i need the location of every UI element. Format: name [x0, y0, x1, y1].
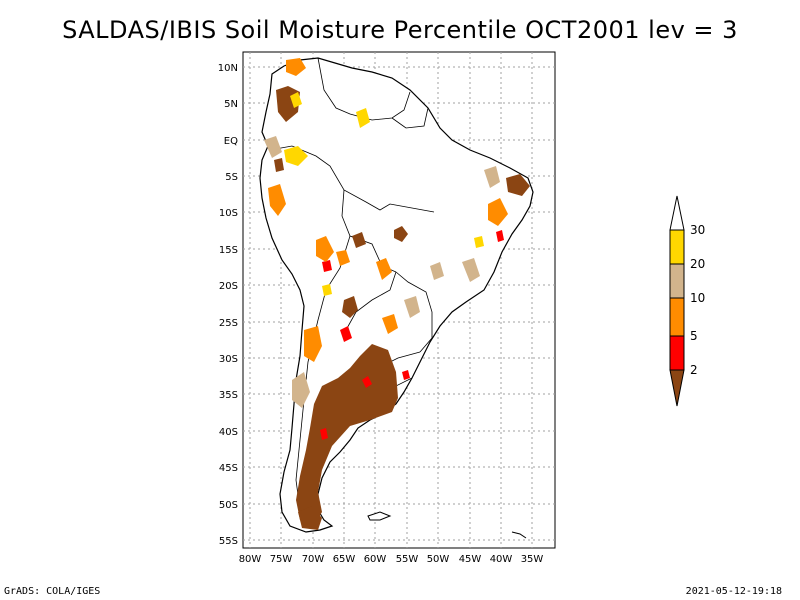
lat-label: 5S [225, 172, 238, 183]
lon-label: 45W [459, 554, 482, 565]
lon-label: 35W [521, 554, 544, 565]
lat-label: 20S [219, 281, 238, 292]
falkland-islands [367, 511, 392, 521]
footer-credit: GrADS: COLA/IGES [4, 586, 101, 597]
lon-label: 40W [490, 554, 513, 565]
lon-label: 60W [364, 554, 387, 565]
lon-tick-labels: 80W 75W 70W 65W 60W 55W 50W 45W 40W 35W [239, 554, 544, 565]
colorbar-label-30: 30 [690, 223, 705, 237]
lat-label: 25S [219, 318, 238, 329]
lat-label: 55S [219, 536, 238, 547]
lon-label: 65W [333, 554, 356, 565]
footer-timestamp: 2021-05-12-19:18 [685, 586, 782, 597]
colorbar-label-20: 20 [690, 257, 705, 271]
lat-label: 35S [219, 390, 238, 401]
lat-label: 45S [219, 463, 238, 474]
lat-label: 40S [219, 427, 238, 438]
colorbar-label-5: 5 [690, 329, 698, 343]
lat-label: 5N [224, 99, 238, 110]
lat-label: 50S [219, 500, 238, 511]
lat-label: 30S [219, 354, 238, 365]
lon-label: 80W [239, 554, 262, 565]
lon-label: 50W [427, 554, 450, 565]
lon-label: 75W [270, 554, 293, 565]
colorbar [669, 195, 685, 407]
lon-label: 70W [302, 554, 325, 565]
lat-label: 10N [218, 63, 238, 74]
colorbar-segment-orange [669, 297, 685, 337]
colorbar-top-triangle [669, 195, 685, 231]
lat-label: EQ [224, 136, 238, 147]
colorbar-label-10: 10 [690, 291, 705, 305]
moisture-patches [264, 58, 530, 530]
map-title: SALDAS/IBIS Soil Moisture Percentile OCT… [62, 16, 738, 44]
colorbar-segment-gold [669, 229, 685, 265]
south-georgia [511, 531, 527, 539]
lon-label: 55W [396, 554, 419, 565]
colorbar-segment-tan [669, 263, 685, 299]
colorbar-bottom-triangle [669, 369, 685, 407]
colorbar-labels: 30 20 10 5 2 [690, 223, 705, 377]
lat-label: 15S [219, 245, 238, 256]
lat-tick-labels: 10N 5N EQ 5S 10S 15S 20S 25S 30S 35S 40S… [218, 63, 238, 547]
colorbar-segment-red [669, 335, 685, 371]
lat-label: 10S [219, 208, 238, 219]
colorbar-label-2: 2 [690, 363, 698, 377]
